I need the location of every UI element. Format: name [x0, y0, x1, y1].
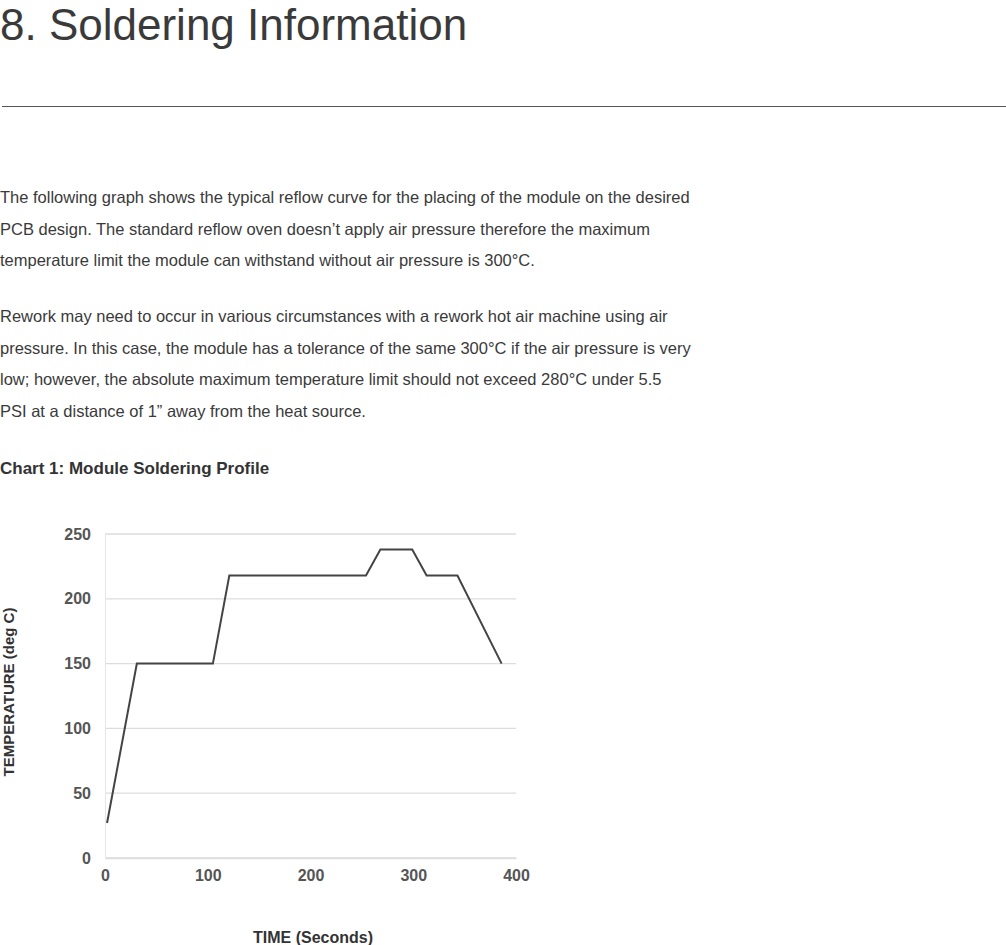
y-axis: 0 50 100 150 200 250: [64, 526, 105, 867]
x-tick: 100: [195, 858, 222, 884]
grid: [105, 534, 516, 858]
x-axis-title: TIME (Seconds): [253, 929, 373, 945]
grid-line: [105, 793, 516, 794]
x-axis-line: [106, 858, 517, 859]
x-tick: 200: [298, 858, 325, 884]
y-tick: 100: [64, 720, 105, 737]
y-tick-label: 0: [82, 850, 91, 867]
x-tick-label: 0: [101, 867, 110, 884]
y-axis-title: TEMPERATURE (deg C): [0, 608, 17, 777]
paragraph-line: low; however, the absolute maximum tempe…: [0, 370, 661, 388]
x-tick: 300: [400, 858, 427, 884]
grid-line: [105, 533, 516, 534]
x-axis: 0 100 200 300 400: [101, 858, 530, 884]
page: 8. Soldering Information The following gr…: [0, 0, 1006, 945]
paragraph-line: temperature limit the module can withsta…: [0, 251, 535, 269]
x-tick-label: 300: [400, 867, 427, 884]
paragraph-line: The following graph shows the typical re…: [0, 188, 690, 206]
y-tick: 150: [64, 655, 105, 672]
y-tick-label: 250: [64, 526, 91, 543]
chart-title: Chart 1: Module Soldering Profile: [0, 459, 269, 478]
y-axis-line: [105, 535, 106, 859]
y-tick-label: 200: [64, 590, 91, 607]
temperature-line: [107, 550, 502, 823]
x-tick: 400: [503, 858, 530, 884]
x-tick-label: 400: [503, 867, 530, 884]
y-tick: 50: [73, 785, 105, 802]
heading: 8. Soldering Information: [0, 0, 467, 49]
grid-line: [105, 857, 516, 858]
y-tick-label: 100: [64, 720, 91, 737]
y-tick: 0: [82, 850, 105, 867]
plot-area: [107, 550, 502, 823]
x-tick-label: 100: [195, 867, 222, 884]
x-tick: 0: [101, 858, 110, 884]
y-tick: 200: [64, 590, 105, 607]
paragraph-line: PCB design. The standard reflow oven doe…: [0, 220, 650, 238]
y-tick-label: 150: [64, 655, 91, 672]
paragraph-line: pressure. In this case, the module has a…: [0, 339, 692, 357]
y-tick: 250: [64, 526, 105, 543]
x-tick-label: 200: [298, 867, 325, 884]
paragraph-line: Rework may need to occur in various circ…: [0, 307, 668, 325]
grid-line: [105, 598, 516, 599]
divider: [2, 106, 1006, 107]
y-tick-label: 50: [73, 785, 91, 802]
grid-line: [105, 728, 516, 729]
paragraph-line: PSI at a distance of 1” away from the he…: [0, 402, 366, 420]
